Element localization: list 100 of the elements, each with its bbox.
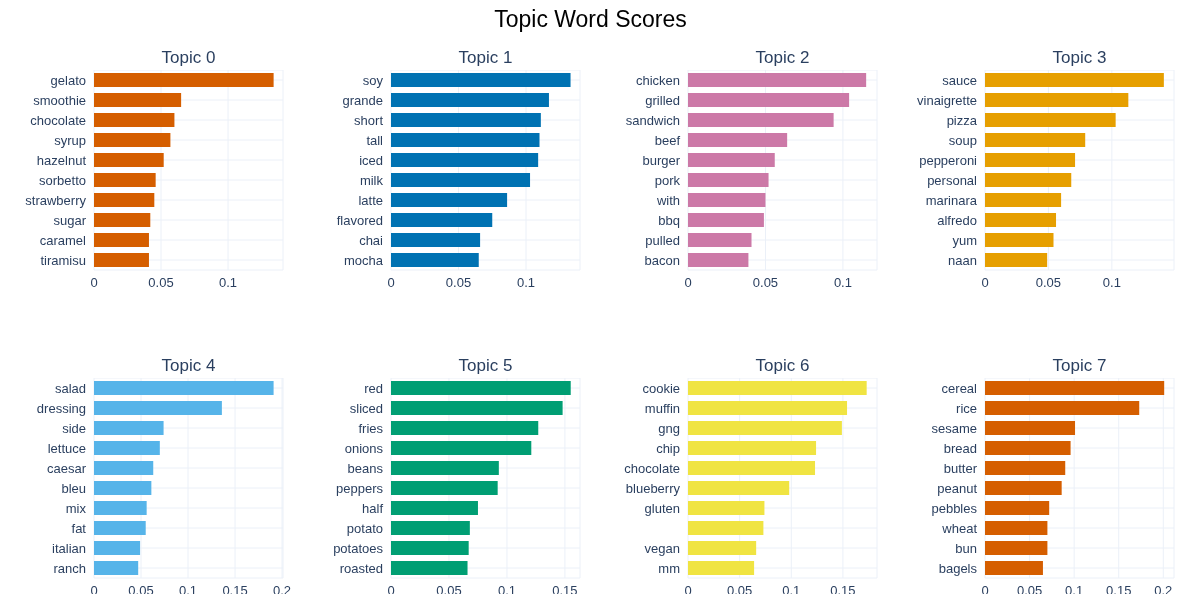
x-tick-label: 0.1 <box>219 275 238 291</box>
y-tick-label: rice <box>956 400 977 416</box>
bar <box>985 401 1140 415</box>
y-tick-label: bacon <box>644 252 680 268</box>
y-tick-label: sugar <box>53 212 87 228</box>
bar <box>688 93 850 107</box>
y-tick-label: sauce <box>942 72 977 88</box>
chart-title: Topic 1 <box>457 47 514 69</box>
x-tick-label: 0 <box>387 275 395 291</box>
bar <box>985 381 1165 395</box>
y-tick-label: fries <box>358 420 384 436</box>
bar <box>391 233 481 247</box>
y-tick-label: sorbetto <box>39 172 86 188</box>
y-tick-label: chocolate <box>624 460 680 476</box>
bar <box>391 561 468 575</box>
bar <box>391 441 532 455</box>
bar <box>94 173 156 187</box>
bar <box>391 501 478 515</box>
bar <box>94 133 171 147</box>
y-tick-label: beef <box>654 132 681 148</box>
bar <box>391 253 479 267</box>
bar <box>94 521 146 535</box>
x-tick-label: 0.05 <box>1035 275 1062 291</box>
y-tick-label: grilled <box>645 92 680 108</box>
bar <box>985 441 1071 455</box>
y-tick-label: gelato <box>50 72 86 88</box>
y-tick-label: grande <box>342 92 383 108</box>
y-tick-label: flavored <box>336 212 383 228</box>
bar <box>985 521 1048 535</box>
bar <box>94 481 152 495</box>
bar <box>688 113 834 127</box>
y-tick-label: side <box>62 420 86 436</box>
y-tick-label: sesame <box>931 420 977 436</box>
bar <box>94 401 222 415</box>
y-tick-label: vegan <box>644 540 680 556</box>
y-tick-label: personal <box>927 172 978 188</box>
y-tick-label: pepperoni <box>919 152 978 168</box>
y-tick-label: chicken <box>635 72 680 88</box>
bar <box>985 541 1048 555</box>
bar <box>985 113 1116 127</box>
bar <box>391 461 499 475</box>
bar <box>688 561 755 575</box>
bar <box>391 73 571 87</box>
bar <box>985 233 1054 247</box>
y-tick-label: bread <box>943 440 977 456</box>
bar <box>391 521 470 535</box>
bar <box>985 133 1086 147</box>
bar <box>94 441 160 455</box>
bar <box>985 213 1057 227</box>
bar <box>94 461 154 475</box>
bar <box>391 381 571 395</box>
y-tick-label: with <box>655 192 680 208</box>
x-tick-label: 0 <box>981 275 989 291</box>
x-tick-label: 0 <box>90 275 98 291</box>
bar <box>688 401 848 415</box>
bar <box>688 521 764 535</box>
bar <box>94 421 164 435</box>
y-tick-label: caramel <box>39 232 87 248</box>
bar <box>985 193 1062 207</box>
y-tick-label: potato <box>346 520 383 536</box>
y-tick-label: alfredo <box>937 212 977 228</box>
y-tick-label: peppers <box>336 480 384 496</box>
y-tick-label: roasted <box>339 560 383 576</box>
x-tick-label: 0.1 <box>1102 275 1121 291</box>
bar <box>985 73 1164 87</box>
y-tick-label: yum <box>952 232 977 248</box>
bar <box>985 93 1129 107</box>
y-tick-label: iced <box>359 152 383 168</box>
bar <box>985 253 1048 267</box>
y-tick-label: dressing <box>36 400 86 416</box>
x-tick-label: 0.05 <box>445 275 472 291</box>
bar <box>688 501 765 515</box>
bar <box>94 541 141 555</box>
x-tick-label: 0.05 <box>752 275 779 291</box>
bar <box>391 153 539 167</box>
y-tick-label: caesar <box>46 460 87 476</box>
y-tick-label: milk <box>359 172 384 188</box>
bar <box>391 93 549 107</box>
y-tick-label: pizza <box>946 112 978 128</box>
y-tick-label: mix <box>65 500 87 516</box>
y-tick-label: burger <box>642 152 681 168</box>
bar <box>94 253 149 267</box>
y-tick-label: blueberry <box>625 480 681 496</box>
y-tick-label: pulled <box>645 232 680 248</box>
y-tick-label: italian <box>52 540 86 556</box>
bar <box>391 541 469 555</box>
bar <box>94 113 175 127</box>
y-tick-label: mocha <box>343 252 384 268</box>
y-tick-label: half <box>362 500 384 516</box>
chart-title: Topic 4 <box>160 355 217 377</box>
y-tick-label: red <box>364 380 383 396</box>
bar <box>391 113 541 127</box>
bar <box>688 233 752 247</box>
y-tick-label: cereal <box>941 380 978 396</box>
y-tick-label: bagels <box>938 560 978 576</box>
bar <box>94 233 149 247</box>
y-tick-label: bbq <box>658 212 680 228</box>
bar <box>94 501 147 515</box>
bar <box>391 401 563 415</box>
bar <box>688 541 757 555</box>
